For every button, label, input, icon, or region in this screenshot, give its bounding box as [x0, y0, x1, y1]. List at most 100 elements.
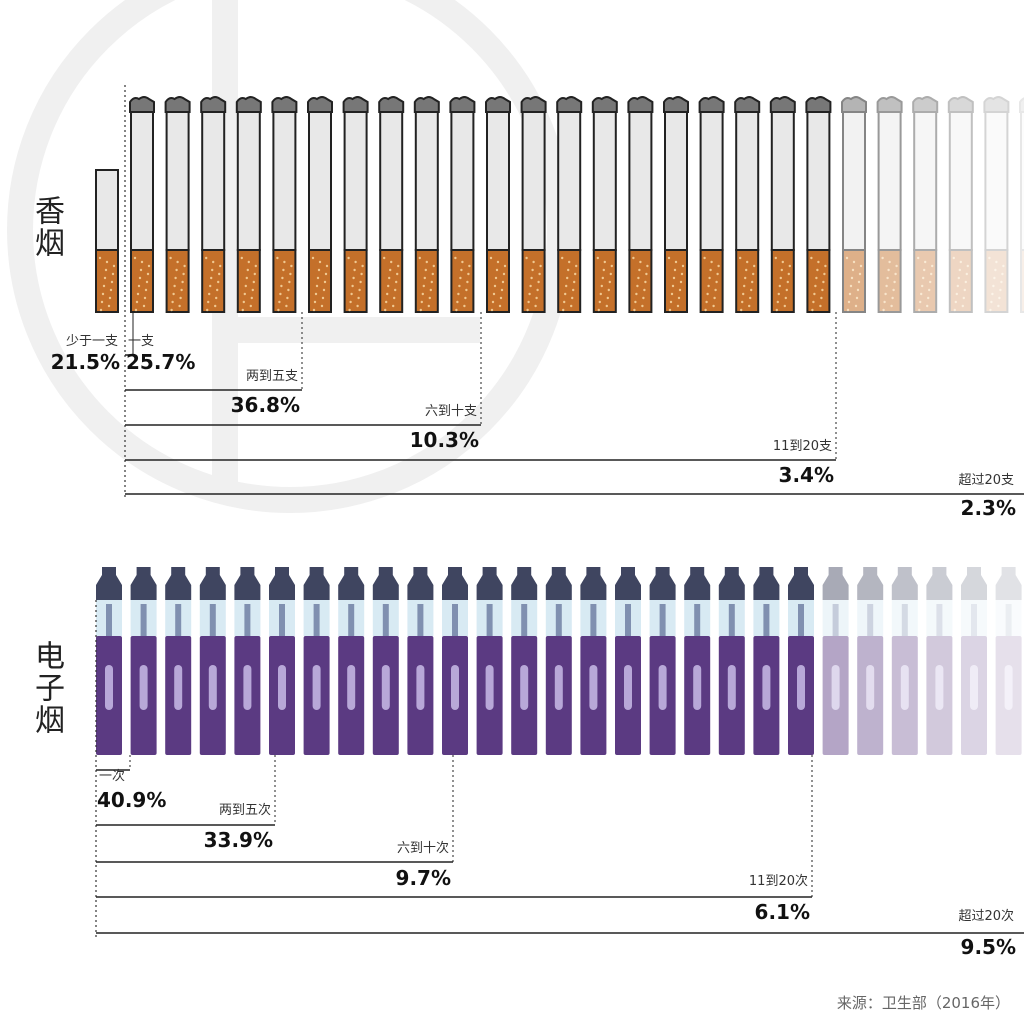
vape-core — [971, 604, 977, 636]
vape-window — [105, 665, 113, 710]
cig-ash — [805, 96, 832, 113]
vape-window — [831, 665, 840, 710]
filter-dot — [317, 268, 321, 272]
filter-dot — [814, 284, 817, 288]
filter-dot — [848, 292, 852, 296]
filter-dot — [289, 272, 292, 276]
cig-paper — [343, 111, 368, 251]
filter-dot — [103, 276, 107, 280]
filter-dot — [603, 260, 606, 264]
cig-ash — [307, 96, 333, 113]
vape-core — [625, 604, 631, 636]
filter-dot — [610, 264, 613, 268]
group-label: 两到五次 — [219, 802, 271, 818]
filter-dot — [421, 292, 424, 296]
filter-dot — [503, 264, 507, 268]
group-label: 超过20次 — [958, 908, 1014, 924]
filter-dot — [491, 300, 495, 304]
filter-dot — [886, 276, 889, 280]
filter-dot — [562, 308, 565, 312]
filter-dot — [572, 288, 575, 292]
filter-dot — [566, 276, 569, 280]
cig-ash — [947, 96, 974, 113]
cig-ash — [734, 96, 761, 113]
cig-filter — [592, 249, 617, 313]
vape-body — [961, 636, 987, 755]
filter-dot — [526, 308, 529, 312]
vape-tip — [96, 567, 122, 600]
filter-dot — [170, 308, 173, 312]
filter-dot — [742, 292, 745, 296]
vape-window — [624, 665, 632, 710]
filter-dot — [816, 268, 819, 272]
vape-window — [416, 665, 425, 710]
filter-dot — [244, 284, 247, 288]
vape-tip — [338, 567, 365, 600]
filter-dot — [882, 308, 885, 312]
filter-dot — [597, 308, 600, 312]
filter-dot — [384, 308, 387, 312]
filter-dot — [680, 272, 684, 276]
filter-dot — [644, 280, 647, 284]
filter-dot — [352, 276, 355, 280]
filter-dot — [670, 292, 674, 296]
filter-dot — [607, 288, 610, 292]
filter-dot — [316, 276, 320, 280]
cig-paper — [165, 111, 190, 251]
filter-dot — [812, 300, 815, 304]
filter-dot — [956, 284, 959, 288]
filter-dot — [252, 280, 255, 284]
filter-dot — [456, 300, 459, 304]
filter-dot — [931, 264, 934, 268]
filter-dot — [493, 284, 497, 288]
filter-dot — [527, 300, 530, 304]
filter-dot — [824, 264, 827, 268]
filter-dot — [219, 264, 222, 268]
group-percent: 2.3% — [961, 496, 1016, 520]
filter-dot — [1000, 280, 1003, 284]
cig-paper — [770, 111, 795, 251]
vape — [857, 567, 884, 755]
vape-tip — [545, 567, 572, 600]
filter-dot — [995, 260, 998, 264]
filter-dot — [320, 304, 324, 308]
vape-tip — [718, 567, 745, 600]
filter-dot — [599, 292, 602, 296]
filter-dot — [992, 284, 995, 288]
filter-dot — [777, 292, 780, 296]
filter-dot — [210, 276, 213, 280]
filter-dot — [991, 292, 994, 296]
filter-dot — [397, 264, 400, 268]
filter-dot — [845, 256, 849, 260]
vape-tip — [961, 567, 987, 600]
group-label: 两到五支 — [246, 369, 298, 384]
cig-paper — [308, 111, 332, 251]
cig-ash — [983, 96, 1010, 113]
filter-dot — [501, 280, 505, 284]
cig-filter — [877, 249, 902, 313]
cig-filter — [95, 249, 119, 313]
filter-dot — [525, 256, 528, 260]
filter-dot — [994, 268, 997, 272]
filter-dot — [988, 256, 991, 260]
filter-dot — [891, 296, 894, 300]
vape — [130, 567, 157, 755]
filter-dot — [242, 300, 245, 304]
filter-dot — [961, 304, 964, 308]
cig-filter — [806, 249, 831, 313]
filter-dot — [467, 272, 470, 276]
vape — [545, 567, 572, 755]
cig-filter — [486, 249, 510, 313]
filter-dot — [850, 276, 854, 280]
filter-dot — [574, 272, 577, 276]
cig-paper — [486, 111, 510, 251]
filter-dot — [429, 288, 432, 292]
filter-dot — [100, 300, 104, 304]
vape-tip — [372, 567, 399, 600]
filter-dot — [432, 264, 435, 268]
filter-dot — [286, 296, 289, 300]
filter-dot — [281, 276, 284, 280]
cig-filter — [842, 249, 866, 313]
filter-dot — [563, 300, 566, 304]
vape-core — [832, 604, 839, 636]
